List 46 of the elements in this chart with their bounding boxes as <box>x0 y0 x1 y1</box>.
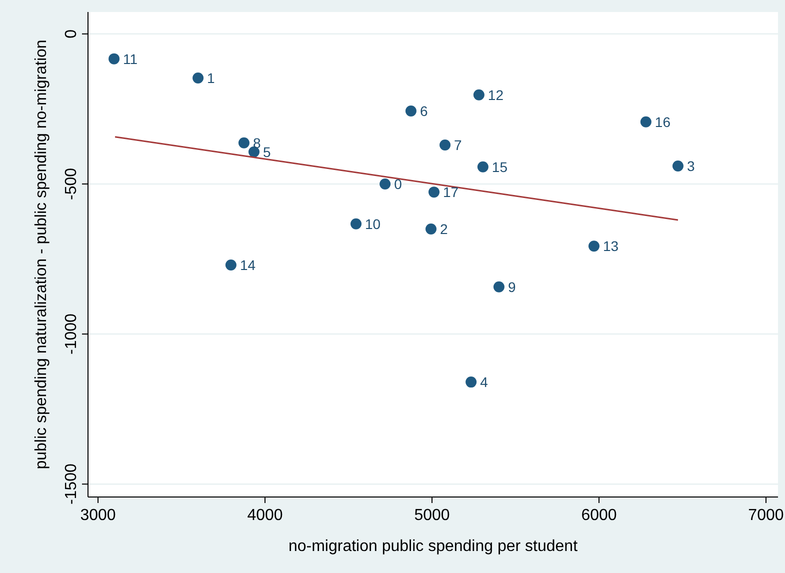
point <box>350 218 362 230</box>
y-tick-label: -500 <box>63 168 80 200</box>
point <box>192 72 204 84</box>
x-tick-label: 5000 <box>414 507 450 524</box>
y-tick-label: 0 <box>63 29 80 38</box>
annotation: 1 <box>207 70 216 86</box>
x-tick-label: 4000 <box>247 507 283 524</box>
annotation: 13 <box>602 238 619 254</box>
annotation: 10 <box>365 216 381 232</box>
y-tick-label: -1000 <box>63 313 80 354</box>
annotation: 9 <box>508 278 516 295</box>
annotation: 6 <box>420 103 428 120</box>
point <box>477 161 488 172</box>
point <box>493 281 504 292</box>
y-axis-title: public spending naturalization - public spending no-migration <box>33 40 50 470</box>
annotation: 17 <box>443 184 459 200</box>
point <box>405 106 416 117</box>
point <box>640 116 652 128</box>
annotation: 16 <box>654 114 671 130</box>
annotation: 12 <box>488 86 504 103</box>
annotation: 15 <box>492 158 508 175</box>
x-tick-label: 6000 <box>581 507 617 524</box>
annotation: 5 <box>262 144 271 160</box>
x-tick-label: 3000 <box>80 507 116 524</box>
annotation: 3 <box>686 158 695 174</box>
y-tick-label: -1500 <box>63 464 80 505</box>
point <box>466 376 477 388</box>
point <box>238 137 250 148</box>
annotation: 14 <box>240 257 256 274</box>
annotation: 7 <box>454 136 462 153</box>
annotation: 11 <box>123 50 138 67</box>
point <box>380 178 391 190</box>
x-axis-title: no-migration public spending per student <box>288 538 578 555</box>
x-tick-label: 7000 <box>748 507 784 524</box>
annotation: 4 <box>480 374 488 390</box>
point <box>672 160 684 172</box>
point <box>473 89 484 100</box>
point <box>225 260 236 271</box>
annotation: 8 <box>252 134 261 151</box>
annotation: 2 <box>440 220 448 237</box>
annotation: 0 <box>394 176 402 192</box>
point <box>588 240 600 252</box>
point <box>440 139 451 150</box>
point <box>428 186 440 198</box>
point <box>108 53 120 64</box>
point <box>425 223 436 234</box>
